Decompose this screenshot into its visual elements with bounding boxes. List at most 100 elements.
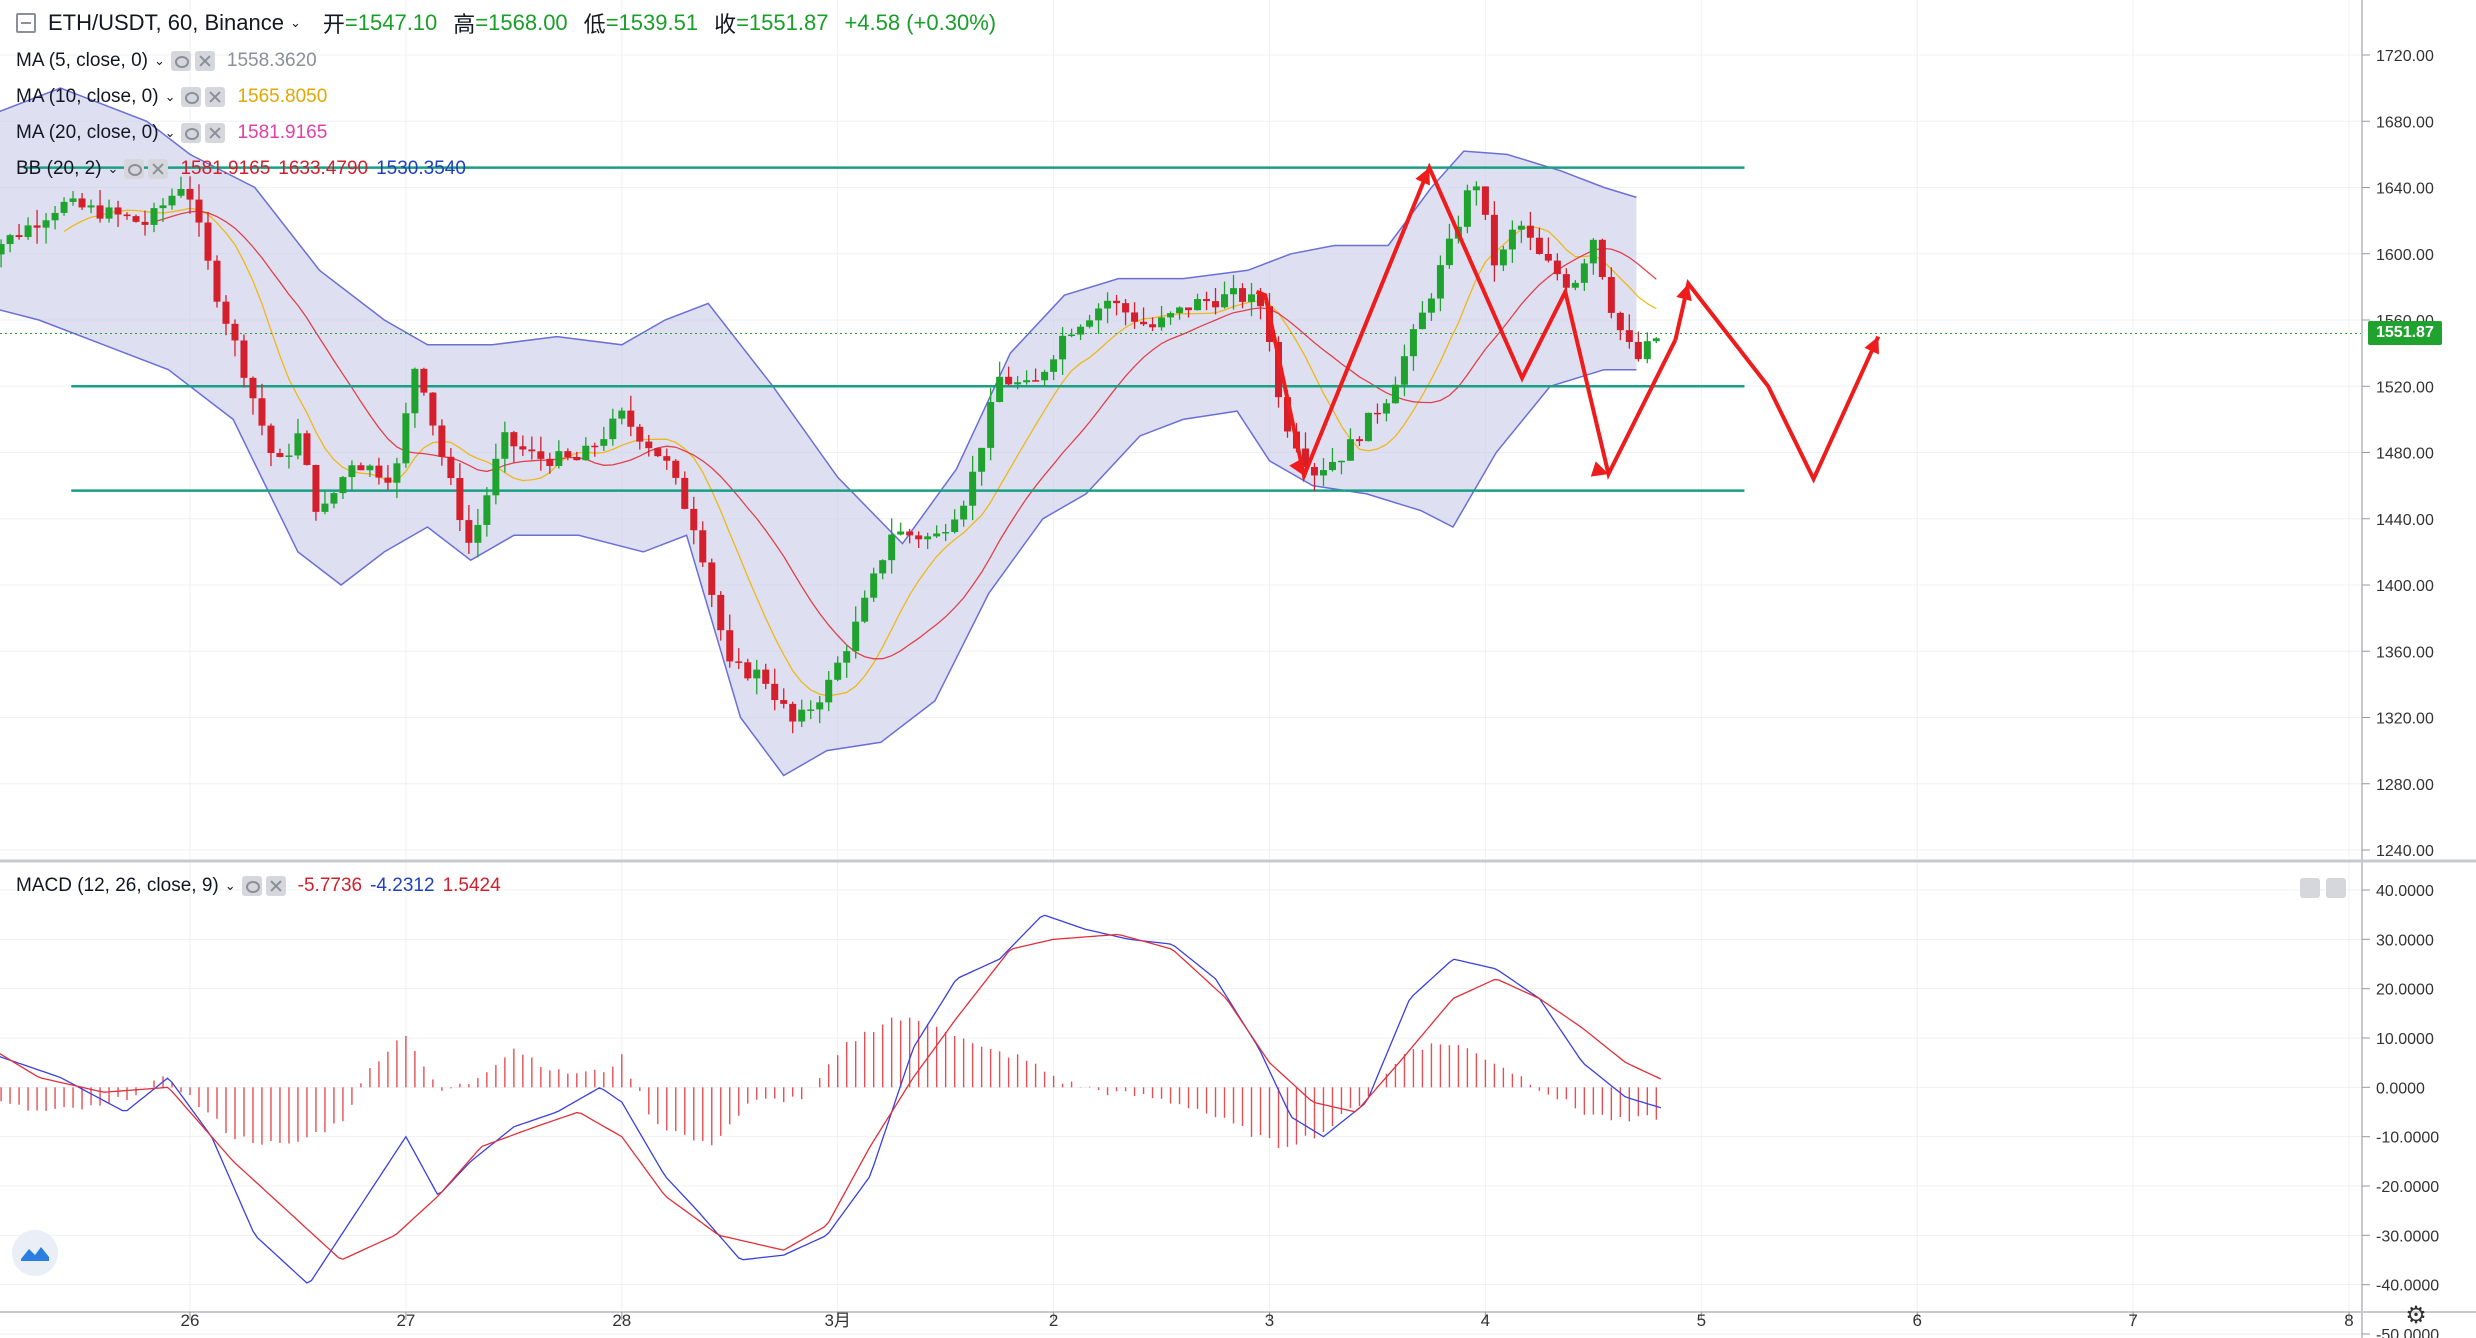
projection-extension (1673, 279, 1881, 484)
macd-value: -4.2312 (370, 875, 435, 896)
chevron-down-icon[interactable]: ⌄ (224, 878, 236, 893)
macd-name[interactable]: MACD (12, 26, close, 9) (16, 875, 219, 896)
candle-body (375, 465, 383, 478)
chevron-down-icon[interactable]: ⌄ (164, 125, 176, 140)
candle-body (672, 460, 680, 478)
candle-body (1445, 238, 1453, 266)
legend-ma10[interactable]: MA (10, close, 0) ⌄ 1565.8050 (16, 84, 327, 110)
candle-body (1553, 260, 1561, 275)
candle-body (123, 214, 131, 217)
collapse-pane-icon[interactable] (2326, 878, 2346, 898)
candle-body (15, 235, 23, 238)
candle-body (1176, 307, 1184, 314)
candle-body (636, 426, 644, 442)
candle-body (1131, 312, 1139, 322)
candle-body (1427, 298, 1435, 313)
candle-body (1257, 294, 1265, 307)
candle-body (1301, 448, 1309, 467)
candle-body (807, 709, 815, 711)
chevron-down-icon[interactable]: ⌄ (107, 161, 119, 176)
close-icon[interactable] (148, 159, 169, 179)
candle-body (879, 560, 887, 574)
candle-body (933, 533, 941, 537)
legend-ma5[interactable]: MA (5, close, 0) ⌄ 1558.3620 (16, 48, 317, 74)
macd-tick-label: -40.0000 (2376, 1278, 2439, 1295)
candle-body (33, 225, 41, 228)
eye-icon[interactable] (181, 87, 202, 107)
candle-body (1274, 342, 1282, 398)
candle-body (528, 449, 536, 452)
time-axis-labels: 26 27 28 3月 2 3 4 5 6 7 8 (181, 1311, 2354, 1330)
close-icon[interactable] (205, 87, 226, 107)
close-icon[interactable] (265, 876, 286, 896)
eye-icon[interactable] (170, 51, 191, 71)
legend-ma20[interactable]: MA (20, close, 0) ⌄ 1581.9165 (16, 120, 327, 146)
candle-body (1221, 294, 1229, 308)
time-tick-label: 27 (396, 1311, 415, 1330)
high-value: =1568.00 (475, 10, 568, 35)
candle-body (501, 432, 509, 459)
eye-icon[interactable] (241, 876, 262, 896)
candle-body (1436, 265, 1444, 299)
candle-body (1283, 397, 1291, 432)
bb-name[interactable]: BB (20, 2) (16, 158, 102, 179)
candle-body (1625, 330, 1633, 342)
close-icon[interactable] (194, 51, 215, 71)
macd-tick-label: -30.0000 (2376, 1228, 2439, 1245)
ma10-name[interactable]: MA (10, close, 0) (16, 86, 159, 107)
price-tick-label: 1680.00 (2376, 114, 2434, 131)
candle-body (897, 531, 905, 535)
candle-body (834, 662, 842, 680)
projection-arrow[interactable] (1255, 162, 1881, 484)
candle-body (213, 260, 221, 302)
gear-icon[interactable]: ⚙ (2405, 1302, 2427, 1329)
legend-bb[interactable]: BB (20, 2) ⌄ 1581.9165 1633.4790 1530.35… (16, 156, 466, 182)
candle-body (1095, 308, 1103, 321)
candle-body (429, 392, 437, 426)
close-icon[interactable] (205, 123, 226, 143)
candle-body (870, 573, 878, 598)
ma20-name[interactable]: MA (20, close, 0) (16, 122, 159, 143)
ma5-name[interactable]: MA (5, close, 0) (16, 50, 148, 71)
chevron-down-icon[interactable]: ⌄ (289, 15, 301, 30)
candle-body (87, 205, 95, 208)
chevron-down-icon[interactable]: ⌄ (154, 53, 165, 68)
candle-body (6, 235, 14, 245)
tradingview-logo-icon[interactable] (12, 1230, 58, 1276)
eye-icon[interactable] (124, 159, 145, 179)
candle-body (1203, 299, 1211, 302)
candle-body (1068, 334, 1076, 337)
candle-body (1140, 321, 1148, 325)
candle-body (177, 188, 185, 196)
candle-body (708, 562, 716, 595)
candle-body (1149, 324, 1157, 328)
collapse-icon[interactable] (16, 13, 36, 33)
candle-body (924, 536, 932, 540)
time-tick-label: 8 (2344, 1311, 2353, 1330)
candle-body (384, 477, 392, 483)
bollinger-fill (0, 88, 1637, 776)
candle-body (1319, 470, 1327, 476)
candle-body (1086, 320, 1094, 327)
eye-icon[interactable] (181, 123, 202, 143)
bb-upper-value: 1633.4790 (278, 158, 369, 179)
maximize-pane-icon[interactable] (2300, 878, 2320, 898)
candle-body (1571, 282, 1579, 288)
high-label: 高 (453, 12, 476, 37)
candle-body (402, 413, 410, 464)
legend-macd[interactable]: MACD (12, 26, close, 9) ⌄ -5.7736 -4.231… (16, 873, 501, 899)
candle-body (438, 425, 446, 457)
candle-body (1014, 382, 1022, 385)
candle-body (762, 669, 770, 684)
price-tick-label: 1520.00 (2376, 379, 2434, 396)
candle-body (1382, 403, 1390, 414)
open-label: 开 (322, 12, 345, 37)
symbol-title[interactable]: ETH/USDT, 60, Binance (48, 10, 284, 35)
candle-body (744, 662, 752, 679)
candle-body (861, 597, 869, 622)
candle-body (1346, 439, 1354, 461)
candle-body (1194, 299, 1202, 311)
chevron-down-icon[interactable]: ⌄ (164, 89, 176, 104)
support-resistance-lines[interactable] (23, 166, 1745, 492)
